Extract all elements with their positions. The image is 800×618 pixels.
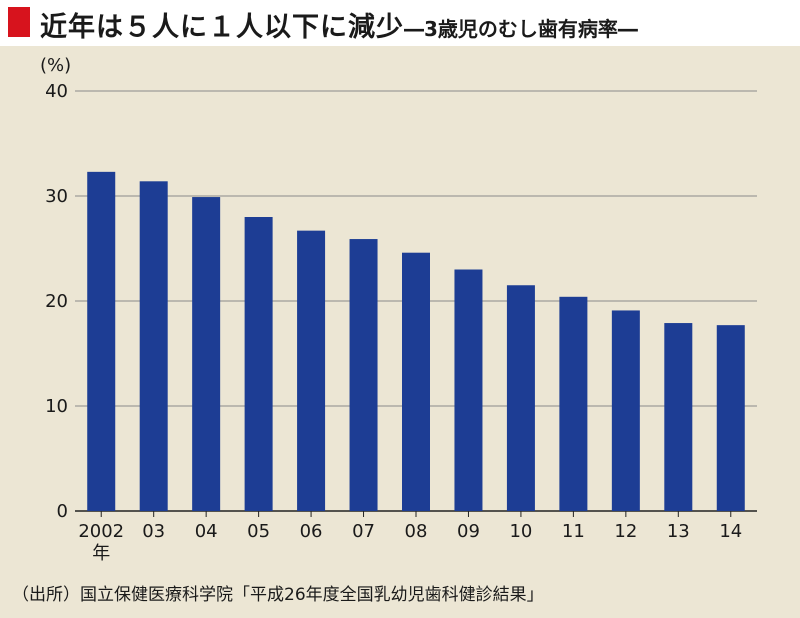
- x-tick-label: 03: [142, 521, 165, 542]
- source-note: （出所）国立保健医療科学院「平成26年度全国乳幼児歯科健診結果」: [12, 585, 544, 605]
- bar: [349, 239, 378, 512]
- title-main: 近年は５人に１人以下に減少: [40, 12, 404, 43]
- bar: [454, 269, 483, 511]
- bar: [139, 181, 168, 512]
- bar: [611, 310, 640, 511]
- header: 近年は５人に１人以下に減少―3歳児のむし歯有病率―: [0, 0, 800, 46]
- title-sub: ―3歳児のむし歯有病率―: [404, 17, 638, 41]
- y-tick-label: 20: [45, 291, 68, 312]
- x-tick-label: 13: [667, 521, 690, 542]
- x-tick-label: 07: [352, 521, 375, 542]
- bar: [297, 230, 326, 511]
- x-tick-label: 12: [614, 521, 637, 542]
- y-unit-label: (%): [40, 55, 71, 76]
- bar: [716, 325, 745, 511]
- x-tick-label: 04: [195, 521, 218, 542]
- x-tick-label: 08: [405, 521, 428, 542]
- bar: [559, 296, 588, 511]
- bar: [87, 171, 116, 511]
- x-tick-label: 11: [562, 521, 585, 542]
- x-tick-label: 10: [509, 521, 532, 542]
- chart-title: 近年は５人に１人以下に減少―3歳児のむし歯有病率―: [40, 5, 638, 44]
- x-tick-label: 09: [457, 521, 480, 542]
- x-tick-label: 14: [719, 521, 742, 542]
- x-tick-label: 2002: [78, 521, 124, 542]
- y-tick-label: 10: [45, 396, 68, 417]
- x-tick-label: 06: [300, 521, 323, 542]
- bar: [506, 285, 535, 511]
- x-tick-label: 05: [247, 521, 270, 542]
- title-marker: [8, 7, 30, 37]
- y-tick-label: 0: [57, 501, 68, 522]
- bar: [244, 217, 273, 511]
- y-tick-label: 40: [45, 81, 68, 102]
- x-tick-suffix: 年: [92, 543, 110, 564]
- bar: [402, 252, 430, 511]
- bar: [192, 197, 221, 512]
- bar: [664, 323, 693, 511]
- y-tick-label: 30: [45, 186, 68, 207]
